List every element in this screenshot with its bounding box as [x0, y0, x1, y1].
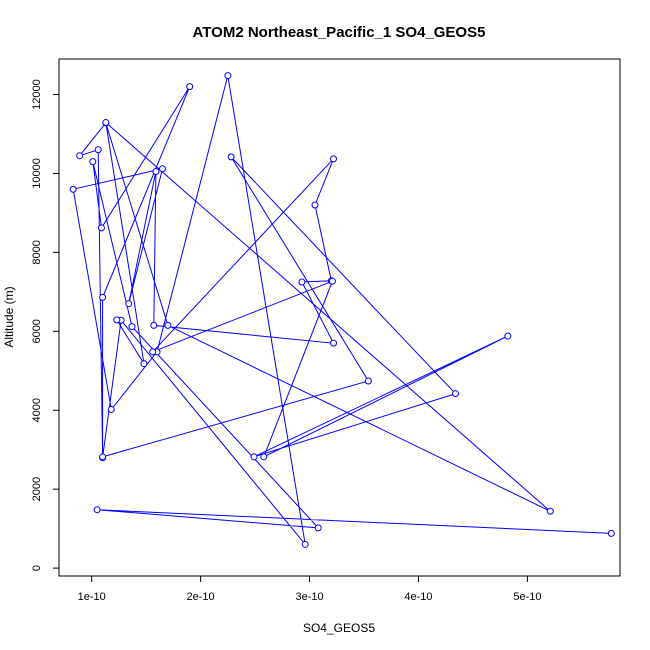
- chart-title: ATOM2 Northeast_Pacific_1 SO4_GEOS5: [193, 24, 486, 41]
- x-tick-label: 5e-10: [513, 591, 541, 603]
- data-point: [125, 300, 133, 308]
- data-point: [546, 507, 554, 515]
- data-point: [107, 405, 115, 413]
- x-tick-label: 3e-10: [295, 591, 323, 603]
- y-axis-label: Altitude (m): [2, 286, 16, 347]
- data-point: [364, 377, 372, 385]
- y-tick-label: 8000: [31, 240, 43, 264]
- x-tick-label: 4e-10: [404, 591, 432, 603]
- x-axis: 1e-10 2e-10 3e-10 4e-10 5e-10: [78, 576, 541, 603]
- data-point: [97, 224, 105, 232]
- data-point: [186, 83, 194, 91]
- data-point: [89, 158, 97, 166]
- data-point: [224, 72, 232, 80]
- data-point: [227, 153, 235, 161]
- x-tick-label: 2e-10: [187, 591, 215, 603]
- series-layer: [69, 72, 615, 548]
- data-point: [69, 185, 77, 193]
- data-point: [76, 152, 84, 160]
- data-point: [452, 390, 460, 398]
- data-point: [128, 323, 136, 331]
- data-point: [298, 278, 306, 286]
- data-point: [113, 316, 121, 324]
- data-point: [93, 506, 101, 514]
- data-point: [330, 155, 338, 163]
- x-tick-label: 1e-10: [78, 591, 106, 603]
- data-point: [152, 167, 160, 175]
- series-line: [72, 75, 612, 547]
- x-axis-label: SO4_GEOS5: [303, 621, 375, 635]
- y-tick-label: 10000: [31, 158, 43, 189]
- data-point: [99, 453, 107, 461]
- data-point: [607, 529, 615, 537]
- data-point: [158, 165, 166, 173]
- data-point: [94, 146, 102, 154]
- y-tick-label: 6000: [31, 319, 43, 343]
- y-tick-label: 2000: [31, 477, 43, 501]
- data-point: [301, 540, 309, 548]
- plot-frame: [58, 58, 621, 577]
- data-point: [260, 453, 268, 461]
- y-tick-label: 12000: [31, 79, 43, 110]
- data-point: [140, 360, 148, 368]
- y-tick-label: 0: [31, 565, 43, 571]
- data-point: [250, 453, 258, 461]
- y-axis: 0 2000 4000 6000 8000 10000 12000: [31, 79, 59, 571]
- data-point: [504, 332, 512, 340]
- y-tick-label: 4000: [31, 398, 43, 422]
- data-point: [314, 524, 322, 532]
- data-point: [328, 277, 336, 285]
- data-point: [330, 339, 338, 347]
- data-point: [311, 201, 319, 209]
- data-point: [102, 119, 110, 127]
- data-point: [149, 348, 157, 356]
- data-point: [150, 321, 158, 329]
- data-point: [164, 321, 172, 329]
- data-point: [99, 293, 107, 301]
